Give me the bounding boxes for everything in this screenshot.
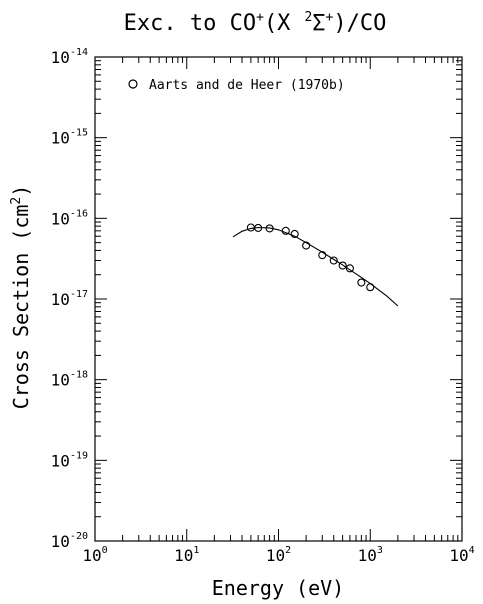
legend-marker — [128, 79, 138, 89]
x-axis-label: Energy (eV) — [212, 576, 344, 600]
data-point — [345, 264, 354, 273]
y-axis-label: Cross Section (cm2) — [9, 185, 33, 410]
data-series — [232, 223, 399, 307]
legend: Aarts and de Heer (1970b) — [128, 78, 345, 93]
legend-label: Aarts and de Heer (1970b) — [149, 78, 345, 93]
x-tick-label: 103 — [358, 545, 383, 565]
y-tick-label: 10-15 — [51, 128, 88, 148]
x-tick-label: 104 — [449, 545, 474, 565]
tick-labels: 100 101 102 103 104 10-14 10-15 10-16 10-17 10-18… — [51, 47, 475, 565]
data-point — [338, 261, 347, 270]
data-point — [290, 229, 299, 239]
data-point — [357, 278, 366, 287]
x-tick-label: 102 — [266, 545, 291, 565]
y-tick-label: 10-19 — [51, 450, 88, 470]
data-point — [329, 256, 338, 265]
y-tick-label: 10-20 — [51, 531, 88, 551]
fit-curve — [232, 226, 399, 307]
x-tick-label: 100 — [82, 545, 107, 565]
y-tick-label: 10-18 — [51, 370, 88, 390]
y-tick-label: 10-14 — [51, 47, 88, 67]
y-tick-label: 10-17 — [51, 289, 88, 309]
x-tick-label: 101 — [174, 545, 199, 565]
axis-ticks — [94, 57, 462, 542]
data-point — [246, 223, 255, 232]
chart-title: Exc. to CO+(X 2Σ+)/CO — [124, 10, 387, 36]
y-tick-label: 10-16 — [51, 208, 88, 228]
plot-border — [94, 56, 463, 542]
plot-frame — [94, 56, 463, 542]
